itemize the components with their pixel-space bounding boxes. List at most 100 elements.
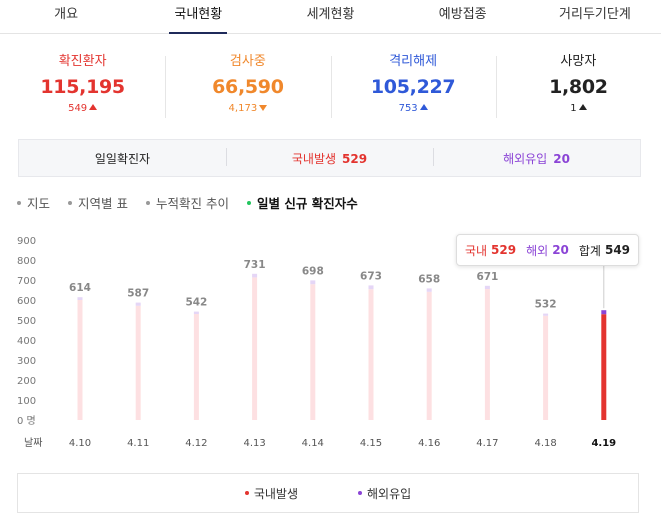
- bar-value-label: 671: [476, 271, 498, 283]
- stat-value: 105,227: [370, 76, 456, 98]
- menu-region-table[interactable]: 지역별 표: [68, 193, 128, 212]
- daily-overseas: 해외유입 20: [433, 147, 640, 167]
- stat-label: 사망자: [560, 54, 597, 69]
- bar-domestic: [193, 314, 199, 420]
- bar-value-label: 673: [360, 270, 382, 282]
- bar-overseas: [193, 311, 199, 314]
- stat-change: 753: [331, 102, 496, 116]
- bar-value-label: 542: [185, 297, 207, 309]
- up-arrow-icon: [419, 104, 428, 110]
- menu-cumulative-trend[interactable]: 누적확진 추이: [146, 193, 229, 212]
- bar-domestic: [368, 289, 374, 420]
- legend-domestic[interactable]: 국내발생: [244, 485, 298, 502]
- daily-overseas-label: 해외유입: [503, 151, 548, 166]
- tab-overview[interactable]: 개요: [54, 7, 79, 22]
- bullet-icon: [246, 200, 251, 205]
- bar-domestic: [135, 305, 141, 420]
- daily-confirmed-bar: 일일확진자 국내발생 529 해외유입 20: [18, 139, 641, 177]
- bar-value-label: 614: [69, 282, 91, 294]
- stat-change: 4,173: [165, 102, 330, 116]
- stat-label: 격리해제: [389, 54, 438, 69]
- y-tick-label: 100: [17, 396, 36, 407]
- chart-legend: 국내발생 해외유입: [17, 473, 639, 513]
- y-tick-label: 700: [17, 276, 36, 287]
- x-tick-label: 4.14: [302, 438, 324, 449]
- bar-value-label: 587: [127, 288, 149, 300]
- stat-label: 검사중: [229, 54, 266, 69]
- tab-bar: 개요 국내현황 세계현황 예방접종 거리두기단계: [0, 0, 661, 34]
- stats-panel: 확진환자 115,195 549 검사중 66,590 4,173 격리해제 1…: [0, 52, 661, 124]
- up-arrow-icon: [89, 104, 98, 110]
- x-tick-label: 4.10: [69, 438, 91, 449]
- daily-domestic: 국내발생 529: [226, 147, 433, 167]
- bar-value-label: 658: [418, 273, 440, 285]
- tooltip-overseas-value: 20: [552, 243, 569, 257]
- tooltip-overseas-label: 해외: [526, 243, 549, 258]
- stat-released: 격리해제 105,227 753: [330, 52, 496, 124]
- stat-value: 1,802: [549, 76, 608, 98]
- bar-domestic: [601, 314, 607, 420]
- up-arrow-icon: [578, 104, 587, 110]
- y-tick-label: 300: [17, 356, 36, 367]
- bar-domestic: [252, 277, 258, 420]
- bar-domestic: [543, 315, 549, 420]
- tooltip-total-label: 합계: [578, 243, 601, 258]
- y-tick-label: 200: [17, 376, 36, 387]
- stat-change: 1: [496, 102, 661, 116]
- x-axis-label: 날짜: [24, 437, 42, 449]
- y-tick-label: 600: [17, 296, 36, 307]
- tab-vaccination[interactable]: 예방접종: [438, 7, 487, 22]
- x-tick-label: 4.15: [360, 438, 382, 449]
- daily-domestic-label: 국내발생: [291, 151, 337, 166]
- tab-domestic-status[interactable]: 국내현황: [132, 0, 264, 33]
- chart-menu: 지도 지역별 표 누적확진 추이 일별 신규 확진자수: [17, 193, 358, 212]
- tooltip-domestic-value: 529: [491, 243, 517, 257]
- bar-overseas: [426, 288, 432, 292]
- bar-value-label: 731: [244, 259, 266, 271]
- x-tick-label: 4.16: [418, 438, 440, 449]
- bar-overseas: [601, 310, 607, 315]
- x-tick-label: 4.12: [185, 438, 207, 449]
- stat-confirmed: 확진환자 115,195 549: [0, 52, 165, 124]
- bar-value-label: 532: [535, 299, 557, 311]
- bar-value-label: 698: [302, 265, 324, 277]
- bar-overseas: [310, 280, 316, 285]
- stat-change: 549: [0, 102, 165, 116]
- daily-domestic-value: 529: [342, 151, 368, 166]
- x-tick-label: 4.18: [534, 438, 556, 449]
- daily-confirmed-label: 일일확진자: [94, 151, 151, 166]
- stat-testing: 검사중 66,590 4,173: [165, 52, 330, 124]
- menu-map[interactable]: 지도: [17, 193, 50, 212]
- tab-world-status[interactable]: 세계현황: [306, 7, 355, 22]
- down-arrow-icon: [259, 105, 268, 111]
- x-tick-label: 4.11: [127, 438, 149, 449]
- x-tick-label: 4.17: [476, 438, 498, 449]
- bullet-icon: [146, 200, 150, 205]
- bullet-icon: [68, 200, 73, 205]
- x-tick-label: 4.13: [243, 438, 265, 449]
- bar-overseas: [77, 297, 83, 300]
- y-tick-label: 800: [17, 256, 36, 267]
- legend-dot-icon: [358, 491, 362, 495]
- legend-overseas[interactable]: 해외유입: [358, 485, 411, 502]
- tooltip-total-value: 549: [604, 243, 631, 257]
- tooltip-domestic-label: 국내: [464, 243, 488, 258]
- y-tick-label: 500: [17, 316, 36, 327]
- tab-distancing-level[interactable]: 거리두기단계: [559, 7, 631, 22]
- daily-overseas-value: 20: [553, 151, 570, 166]
- stat-value: 66,590: [212, 76, 284, 98]
- bar-overseas: [543, 313, 549, 316]
- legend-dot-icon: [244, 491, 249, 495]
- bullet-icon: [17, 200, 21, 205]
- bar-overseas: [368, 285, 374, 290]
- bar-overseas: [484, 285, 490, 289]
- bar-domestic: [310, 284, 316, 420]
- stat-deaths: 사망자 1,802 1: [495, 52, 661, 124]
- chart-tooltip: 국내 529 해외 20 합계 549: [456, 234, 639, 266]
- bar-domestic: [426, 291, 432, 420]
- menu-daily-new-cases[interactable]: 일별 신규 확진자수: [246, 193, 358, 212]
- y-tick-label: 400: [17, 336, 36, 347]
- bar-overseas: [135, 302, 141, 306]
- stat-label: 확진환자: [58, 54, 107, 69]
